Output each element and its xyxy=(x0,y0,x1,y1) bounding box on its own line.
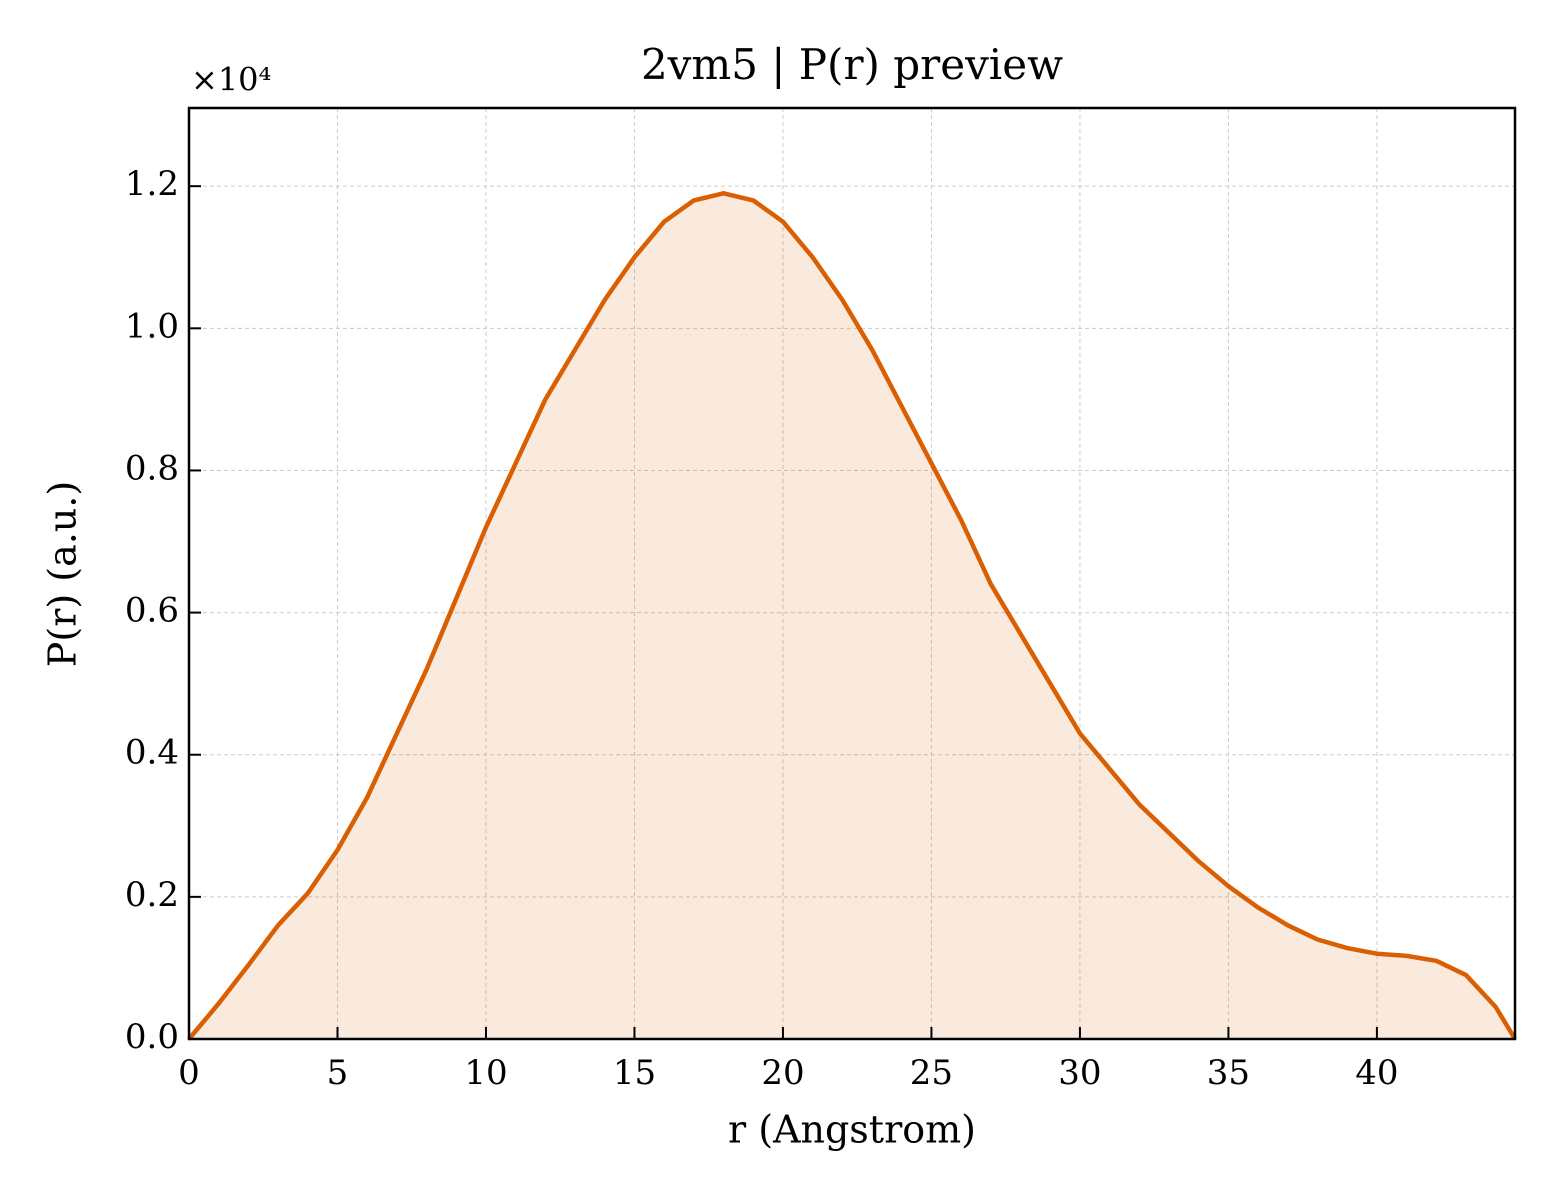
x-tick-label: 15 xyxy=(613,1053,656,1093)
y-tick-label: 1.0 xyxy=(125,306,179,346)
x-tick-label: 20 xyxy=(761,1053,804,1093)
y-tick-label: 0.4 xyxy=(125,733,179,773)
line xyxy=(187,191,1517,1041)
y-tick-label: 0.6 xyxy=(125,591,179,631)
area xyxy=(189,193,1515,1039)
x-tick-label: 0 xyxy=(178,1053,200,1093)
x-tick-label: 25 xyxy=(910,1053,953,1093)
x-tick-label: 30 xyxy=(1058,1053,1101,1093)
plot-frame xyxy=(187,106,1517,1041)
x-tick-label: 40 xyxy=(1355,1053,1398,1093)
chart-title: 2vm5 | P(r) preview xyxy=(641,40,1063,89)
y-tick-label: 0.8 xyxy=(125,448,179,488)
x-tick-label: 35 xyxy=(1207,1053,1250,1093)
y-tick-label: 0.0 xyxy=(125,1017,179,1057)
x-tick-label: 5 xyxy=(327,1053,349,1093)
y-axis-label: P(r) (a.u.) xyxy=(41,481,85,667)
y-tick-label: 1.2 xyxy=(125,164,179,204)
x-tick-label: 10 xyxy=(464,1053,507,1093)
y-offset-label: ×10⁴ xyxy=(191,61,271,99)
x-axis-label: r (Angstrom) xyxy=(728,1108,976,1152)
y-tick-label: 0.2 xyxy=(125,875,179,915)
